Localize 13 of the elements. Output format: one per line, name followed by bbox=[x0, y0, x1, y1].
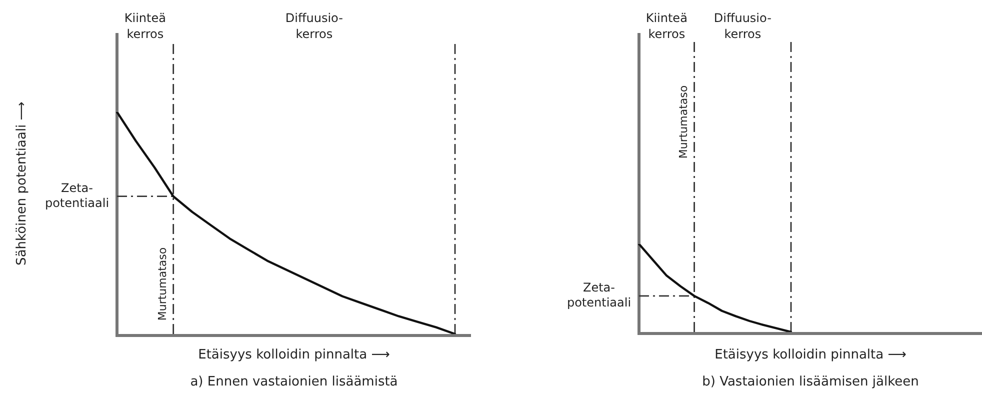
text: Diffuusio-kerros bbox=[714, 11, 772, 42]
x-axis-title: Etäisyys kolloidin pinnalta ⟶ bbox=[714, 347, 906, 362]
text: Kiinteä kerros bbox=[124, 11, 166, 42]
text: Kiinteä kerros bbox=[646, 11, 688, 42]
ref-line-label: Zeta-potentiaali bbox=[44, 180, 110, 210]
text: a) Ennen vastaionien lisäämistä bbox=[190, 374, 398, 390]
annotation: Murtumataso bbox=[156, 247, 170, 321]
x-axis-title: Etäisyys kolloidin pinnalta ⟶ bbox=[198, 347, 390, 362]
text: Murtumataso bbox=[677, 85, 690, 159]
ref-line-label: Zeta-potentiaali bbox=[566, 280, 632, 310]
y-axis-title: Sähköinen potentiaali ⟶ bbox=[14, 102, 30, 266]
text: Diffuusio-kerros bbox=[285, 11, 343, 42]
text: b) Vastaionien lisäämisen jälkeen bbox=[702, 374, 919, 390]
